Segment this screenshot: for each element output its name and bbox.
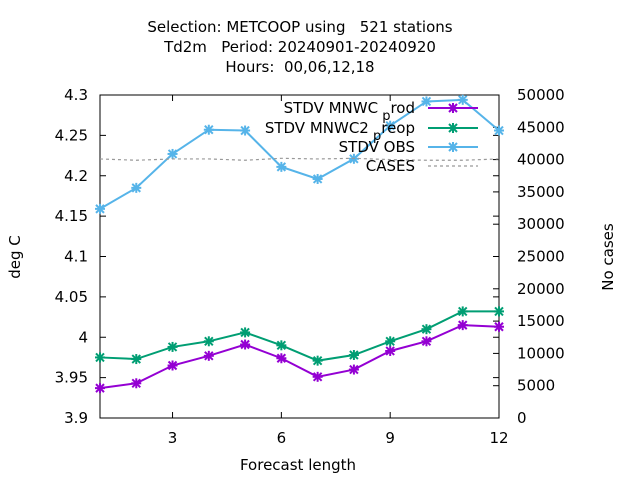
y-tick-label: 3.9 (64, 409, 88, 427)
series-line-2 (99, 310, 499, 362)
series-2-point (167, 341, 178, 352)
y-axis-label: deg C (6, 235, 24, 279)
y2-tick-label: 20000 (517, 280, 565, 298)
y2-tick-label: 35000 (517, 183, 565, 201)
legend-marker-2 (448, 123, 458, 133)
series-1-point (312, 371, 323, 382)
series-3-point (167, 148, 178, 159)
series-2-point (276, 340, 287, 351)
series-2-point (385, 336, 396, 347)
chart-title-line3: Hours: 00,06,12,18 (225, 58, 375, 76)
x-axis-ticks: 3 6 9 12 (168, 95, 509, 447)
y-tick-label: 4.25 (55, 126, 88, 144)
chart-title-line2: Td2m Period: 20240901-20240920 (164, 38, 436, 56)
y-axis-ticks: 3.9 3.95 4 4.05 4.1 4.15 4.2 4.25 4.3 (55, 86, 499, 427)
legend-marker-3 (448, 142, 458, 152)
y2-tick-label: 5000 (517, 377, 555, 395)
y2-tick-label: 25000 (517, 248, 565, 266)
x-tick-label: 9 (385, 429, 395, 447)
series-1-point (167, 360, 178, 371)
series-3-point (95, 203, 105, 214)
series-1-point (95, 383, 105, 394)
series-1-point (494, 321, 504, 332)
y2-axis-label: No cases (599, 223, 617, 291)
series-2-point (312, 355, 323, 366)
y2-tick-label: 40000 (517, 151, 565, 169)
series-3-point (240, 125, 251, 136)
series-3-point (385, 120, 396, 131)
y2-tick-label: 10000 (517, 344, 565, 362)
series-3-point (494, 125, 504, 136)
y-tick-label: 4 (78, 328, 88, 346)
chart-title-line1: Selection: METCOOP using 521 stations (147, 18, 453, 36)
x-tick-label: 12 (489, 429, 508, 447)
series-line-1 (99, 324, 500, 390)
series-1-point (421, 336, 432, 347)
series-2-point (421, 324, 432, 335)
series-2-point (457, 306, 468, 317)
series-3-point (276, 161, 287, 172)
legend-label-3: STDV OBS (339, 138, 415, 156)
y2-axis-ticks: 0 5000 10000 15000 20000 25000 30000 35000 40000… (493, 86, 565, 427)
series-3-point (131, 182, 142, 193)
legend-label-4: CASES (366, 157, 415, 175)
y2-tick-label: 0 (517, 409, 527, 427)
y-tick-label: 4.1 (64, 248, 88, 266)
y2-tick-label: 50000 (517, 86, 565, 104)
y-tick-label: 4.05 (55, 288, 88, 306)
series-3-point (312, 173, 323, 184)
plot-frame (99, 94, 500, 419)
series-2-point (203, 336, 214, 347)
x-tick-label: 6 (277, 429, 287, 447)
y-tick-label: 4.3 (64, 86, 88, 104)
x-axis-label: Forecast length (240, 456, 356, 474)
legend-label-1: STDV MNWC prod (284, 99, 415, 124)
legend-label-2: STDV MNWC2 preop (265, 119, 415, 144)
series-2-point (240, 327, 251, 338)
series-3-point (457, 94, 468, 105)
series-1-point (348, 364, 359, 375)
series-2-point (95, 352, 105, 363)
series-2-point (131, 354, 142, 365)
x-tick-label: 3 (168, 429, 178, 447)
series-1-point (276, 353, 287, 364)
y-tick-label: 4.15 (55, 207, 88, 225)
y2-tick-label: 45000 (517, 118, 565, 136)
legend-marker-1 (448, 103, 458, 113)
y2-tick-label: 30000 (517, 215, 565, 233)
y-tick-label: 4.2 (64, 167, 88, 185)
series-line-4 (99, 157, 500, 161)
series-3-point (421, 96, 432, 107)
series-1-point (131, 378, 142, 389)
series-3-point (203, 124, 214, 135)
series-1-point (240, 339, 251, 350)
series-1-point (385, 345, 396, 356)
series-1-point (203, 350, 214, 361)
series-1-point (457, 320, 468, 331)
y-tick-label: 3.95 (55, 369, 88, 387)
series-group (95, 94, 504, 394)
series-2-point (494, 306, 504, 317)
y2-tick-label: 15000 (517, 312, 565, 330)
series-2-point (348, 350, 359, 361)
